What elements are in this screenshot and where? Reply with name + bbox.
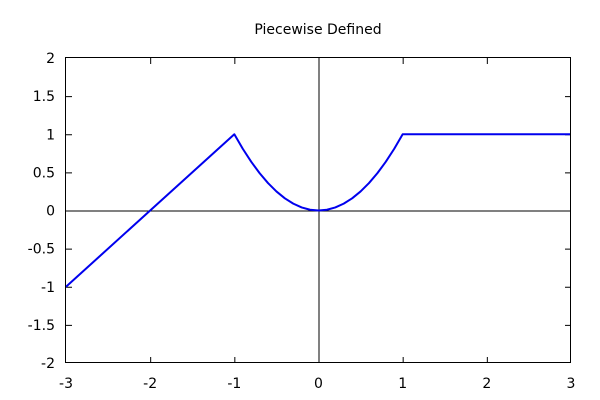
y-tick-label: 1	[46, 127, 55, 143]
x-tick-label: -2	[143, 376, 157, 392]
plot-frame	[65, 57, 571, 363]
y-tick-label: -0.5	[28, 242, 55, 258]
x-tick-label: 3	[567, 376, 576, 392]
x-tick-label: 0	[314, 376, 323, 392]
y-tick-label: -1.5	[28, 318, 55, 334]
x-tick-label: -1	[227, 376, 241, 392]
chart-title: Piecewise Defined	[254, 22, 381, 38]
x-tick-label: -3	[59, 376, 73, 392]
y-tick-label: 0	[46, 204, 55, 220]
ticks-layer: -3 -2 -1 0 1 2 321.510.50-0.5-1-1.5-2	[28, 51, 576, 392]
y-tick-label: -1	[41, 280, 55, 296]
y-tick-label: 0.5	[33, 165, 55, 181]
y-tick-label: -2	[41, 356, 55, 372]
y-tick-label: 2	[46, 51, 55, 67]
x-tick-label: 1	[398, 376, 407, 392]
series-layer	[65, 133, 571, 288]
series-line	[65, 133, 571, 288]
y-tick-label: 1.5	[33, 89, 55, 105]
x-tick-label: 2	[482, 376, 491, 392]
